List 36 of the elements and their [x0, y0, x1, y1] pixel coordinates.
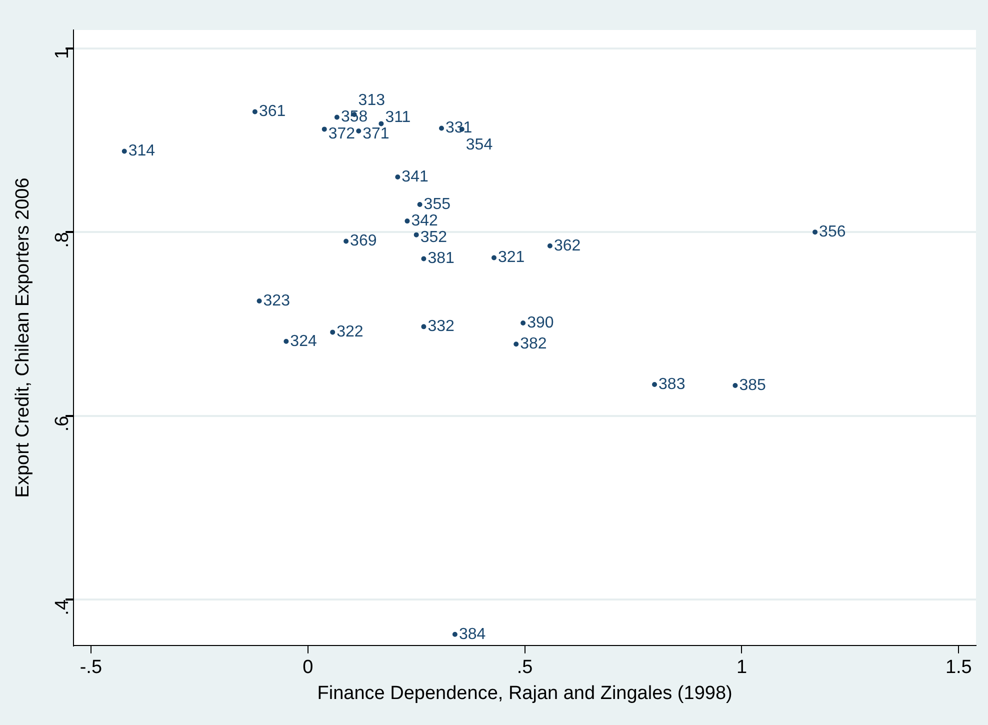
y-tick-label: .4: [52, 599, 73, 616]
annotation: 371: [362, 125, 390, 142]
annotation: 369: [350, 232, 377, 250]
y-axis-title: Export Credit, Chilean Exporters 2006: [12, 178, 34, 498]
annotation: 381: [428, 250, 455, 268]
annotation: 321: [498, 249, 525, 266]
annotation: 361: [258, 103, 286, 120]
x-tick-label: .5: [516, 657, 533, 678]
x-axis-title: Finance Dependence, Rajan and Zingales (1998): [317, 682, 732, 704]
annotation: 324: [290, 332, 317, 350]
x-tick-label: 1: [736, 657, 748, 678]
annotation: 352: [420, 229, 448, 246]
annotation: 332: [428, 318, 455, 336]
x-tick-label: -.5: [80, 657, 102, 678]
annotation: 314: [128, 142, 156, 160]
annotation: 342: [411, 212, 438, 230]
annotation: 384: [458, 626, 486, 643]
annotation: 323: [263, 292, 290, 310]
annotation: 341: [402, 168, 428, 186]
annotation: 354: [466, 136, 493, 154]
y-tick-label: .8: [52, 232, 73, 248]
annotation: 322: [336, 324, 364, 341]
annotation: 382: [520, 336, 547, 353]
annotation: 390: [527, 314, 554, 332]
x-tick-label: 1.5: [945, 657, 972, 678]
annotation: 372: [328, 126, 356, 143]
annotation: 383: [658, 376, 686, 393]
annotation: 362: [554, 237, 581, 254]
annotation: 311: [385, 109, 411, 126]
y-tick-label: 1: [52, 48, 73, 59]
annotation: 355: [424, 196, 451, 213]
annotation: 385: [739, 376, 766, 394]
annotation: 313: [358, 92, 386, 109]
y-tick-label: .6: [52, 416, 73, 432]
annotation: 356: [819, 223, 846, 240]
x-tick-label: 0: [302, 657, 314, 678]
